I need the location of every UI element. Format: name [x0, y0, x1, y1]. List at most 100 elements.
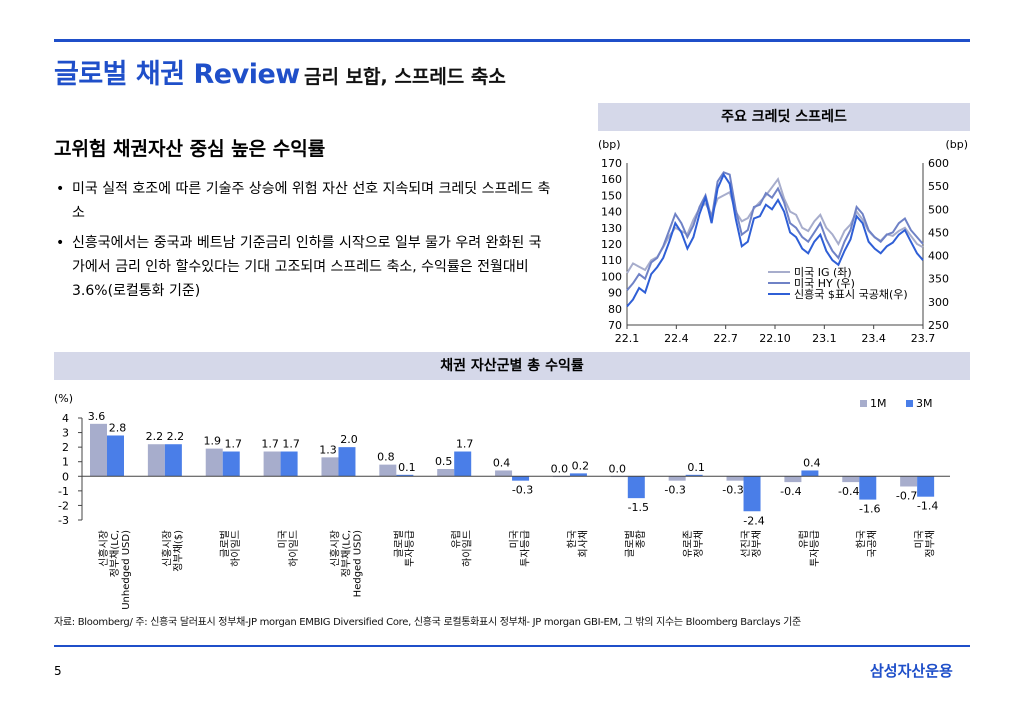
data-label: -0.4	[838, 485, 859, 498]
data-label: 0.1	[398, 461, 416, 474]
category-label: 미국 정부채	[914, 530, 937, 558]
left-axis-unit: (bp)	[598, 138, 621, 151]
right-tick-label: 450	[928, 226, 949, 239]
right-tick-label: 550	[928, 180, 949, 193]
category-label-line: 신흥시장	[97, 530, 110, 567]
data-label: 1.7	[282, 438, 300, 451]
legend-label: 신흥국 $표시 국공채(우)	[794, 287, 908, 301]
x-tick-label: 23.4	[861, 332, 886, 345]
category-label: 선진국 정부채	[740, 530, 763, 558]
left-tick-label: 110	[601, 254, 622, 267]
category-label: 한국 회사채	[566, 530, 589, 558]
data-label: 0.1	[687, 461, 705, 474]
category-label-line: 정부채	[925, 530, 937, 558]
bar-3m	[164, 444, 182, 477]
data-label: 1.3	[319, 443, 337, 456]
left-tick-label: 150	[601, 189, 622, 202]
data-label: 0.2	[572, 459, 590, 472]
category-label-line: 투자등급	[404, 530, 416, 567]
left-tick-label: 130	[601, 222, 622, 235]
data-label: -1.4	[917, 500, 938, 513]
left-tick-label: 80	[608, 303, 622, 316]
bar-3m	[627, 476, 645, 499]
category-label-line: 하이일드	[229, 530, 242, 567]
category-label: 미국 하이일드	[277, 530, 300, 567]
left-tick-label: 170	[601, 157, 622, 170]
category-label-line: 투자등급	[520, 530, 532, 567]
category-label-line: 선진국	[740, 530, 752, 558]
x-tick-label: 22.7	[713, 332, 738, 345]
data-label: -0.3	[722, 484, 743, 497]
source-note: 자료: Bloomberg/ 주: 신흥국 달러표시 정부채-JP morgan…	[54, 617, 801, 628]
top-rule	[54, 39, 970, 42]
bar-3m	[396, 474, 414, 477]
bar-1m	[263, 451, 281, 477]
category-label: 미국 투자등급	[509, 530, 532, 567]
legend-label: 3M	[916, 397, 933, 410]
left-tick-label: 160	[601, 173, 622, 186]
x-tick-label: 23.1	[812, 332, 837, 345]
y-tick-label: 4	[62, 412, 69, 425]
data-label: 2.2	[146, 430, 164, 443]
category-label-line: 한국	[566, 530, 578, 548]
data-label: -2.4	[743, 514, 764, 527]
bar-3m	[222, 451, 240, 477]
bar-3m	[859, 476, 877, 500]
data-label: 3.6	[88, 410, 106, 423]
bar-3m	[454, 451, 472, 477]
category-label-line: 유럽	[798, 530, 810, 548]
category-label: 신흥시장 정부채($)	[160, 530, 184, 572]
category-label-line: 한국	[856, 530, 868, 548]
y-tick-label: 2	[62, 441, 69, 454]
left-tick-label: 100	[601, 270, 622, 283]
bar-3m	[743, 476, 761, 512]
data-label: -0.3	[664, 484, 685, 497]
bullet-list: 미국 실적 호조에 따른 기술주 상승에 위험 자산 선호 지속되며 크레딧 스…	[54, 177, 554, 309]
category-label-line: 회사채	[577, 530, 589, 558]
data-label: 1.7	[456, 438, 474, 451]
category-label-line: 하이일드	[461, 530, 474, 567]
page-number: 5	[54, 664, 62, 678]
bullet-item: 신흥국에서는 중국과 베트남 기준금리 인하를 시작으로 일부 물가 우려 완화…	[54, 231, 554, 303]
category-label-line: 정부채(LC,	[109, 530, 121, 577]
bar-3m	[569, 473, 587, 477]
legend-label: 미국 HY (우)	[794, 277, 855, 290]
spread-line-chart: (bp) (bp) 70 80 90 100 110 120 130 140 150 160 170 25…	[598, 138, 968, 345]
brand-logo-text: 삼성자산운용	[870, 662, 953, 680]
category-label-line: 국공채	[867, 530, 879, 558]
bar-1m	[784, 476, 802, 483]
left-tick-label: 70	[608, 319, 622, 332]
bar-3m	[512, 476, 530, 481]
category-label-line: 글로벌	[393, 530, 405, 558]
data-label: 2.2	[167, 430, 185, 443]
bar-1m	[726, 476, 744, 481]
category-label-line: 미국	[509, 530, 521, 548]
category-label-line: 글로벌	[219, 530, 231, 558]
category-label: 글로벌 하이일드	[219, 530, 242, 567]
section-heading: 고위험 채권자산 중심 높은 수익률	[54, 138, 326, 160]
category-label-line: 유럽	[451, 530, 463, 548]
category-label: 한국 국공채	[856, 530, 879, 558]
left-tick-label: 140	[601, 206, 622, 219]
data-label: 1.7	[261, 438, 279, 451]
data-label: -0.3	[512, 484, 533, 497]
legend-swatch	[906, 400, 913, 407]
series-line-3	[626, 172, 924, 308]
right-tick-label: 400	[928, 250, 949, 263]
left-tick-label: 90	[608, 287, 622, 300]
bar-1m	[495, 470, 513, 477]
category-label: 신흥시장 정부채(LC, Unhedged USD)	[97, 530, 132, 610]
data-label: 1.9	[203, 435, 221, 448]
category-label-line: 정부채	[693, 530, 705, 558]
category-label-line: 정부채(LC,	[340, 530, 352, 577]
bar-3m	[685, 474, 703, 477]
bar-1m	[90, 423, 107, 477]
y-axis-unit: (%)	[54, 392, 73, 405]
right-tick-label: 600	[928, 157, 949, 170]
category-label: 유럽 하이일드	[451, 530, 474, 567]
category-label-line: 글로벌	[624, 530, 636, 558]
page-title: 글로벌 채권 Review	[54, 59, 300, 90]
data-label: 2.8	[109, 421, 127, 434]
spread-chart-title: 주요 크레딧 스프레드	[598, 103, 970, 131]
y-tick-label: -1	[58, 485, 69, 498]
